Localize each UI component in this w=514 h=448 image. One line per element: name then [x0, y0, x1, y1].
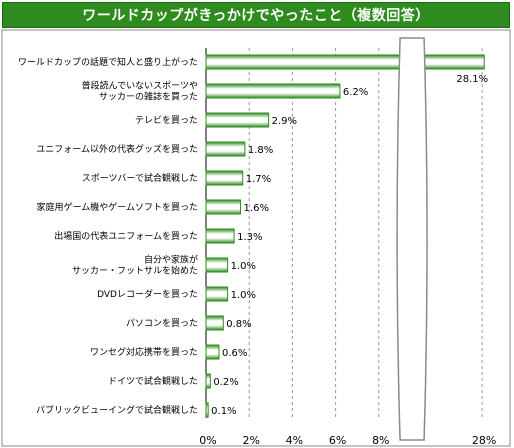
axis-break: [396, 37, 428, 441]
value-label: 1.0%: [231, 261, 256, 272]
category-label: サッカー・フットサルを始めた: [72, 265, 198, 277]
bar: [205, 141, 246, 157]
bar: [205, 402, 209, 418]
category-label: スポーツバーで試合観戦した: [82, 172, 198, 184]
x-tick-label: 0%: [199, 434, 216, 447]
category-label: ユニフォーム以外の代表グッズを買った: [36, 143, 198, 155]
category-label: ワールドカップの話題で知人と盛り上がった: [18, 56, 198, 68]
value-label: 6.2%: [343, 87, 368, 98]
bar: [205, 112, 270, 128]
bar: [205, 344, 220, 360]
x-tick-label: 6%: [329, 434, 346, 447]
category-label: サッカーの雑誌を買った: [99, 91, 198, 103]
value-label: 1.7%: [246, 174, 271, 185]
chart-title: ワールドカップがきっかけでやったこと（複数回答）: [82, 8, 430, 24]
value-label: 0.8%: [226, 319, 251, 330]
plot-border: [1, 29, 511, 447]
value-label: 1.3%: [237, 232, 262, 243]
chart-title-bar: ワールドカップがきっかけでやったこと（複数回答）: [2, 2, 510, 28]
x-tick-label: 2%: [242, 434, 259, 447]
bar: [205, 83, 341, 99]
value-label: 1.6%: [244, 203, 269, 214]
value-label: 28.1%: [456, 74, 488, 85]
category-label: ワンセグ対応携帯を買った: [90, 346, 198, 358]
value-label: 1.0%: [231, 290, 256, 301]
category-label: テレビを買った: [135, 115, 198, 126]
bar: [205, 315, 224, 331]
bar: [205, 257, 229, 273]
category-label: 出場国の代表ユニフォームを買った: [54, 230, 198, 242]
category-label: パブリックビューイングで試合観戦した: [36, 404, 198, 416]
category-label: 普段読んでいないスポーツや: [82, 80, 198, 92]
category-label: 家庭用ゲーム機やゲームソフトを買った: [37, 201, 198, 213]
bar: [205, 373, 211, 389]
value-label: 1.8%: [248, 145, 273, 156]
bar: [205, 54, 485, 70]
bar: [205, 228, 235, 244]
category-label: パソコンを買った: [126, 318, 198, 329]
x-tick-label: 4%: [286, 434, 303, 447]
value-label: 2.9%: [272, 116, 297, 127]
bar: [205, 199, 242, 215]
value-label: 0.2%: [213, 377, 238, 388]
bar: [205, 170, 244, 186]
value-label: 0.1%: [211, 406, 236, 417]
category-label: DVDレコーダーを買った: [97, 288, 198, 300]
x-tick-label: 8%: [372, 434, 389, 447]
value-label: 0.6%: [222, 348, 247, 359]
x-tick-label: 28%: [472, 434, 496, 447]
labels: 0% 2% 4% 6% 8% 28% ワールドカップの話題で知人と盛り上がった 28.1% 普段…: [18, 56, 496, 447]
category-label: 自分や家族が: [144, 254, 198, 266]
category-label: ドイツで試合観戦した: [108, 375, 198, 387]
bar: [205, 286, 229, 302]
axis-break-band: [396, 37, 428, 441]
